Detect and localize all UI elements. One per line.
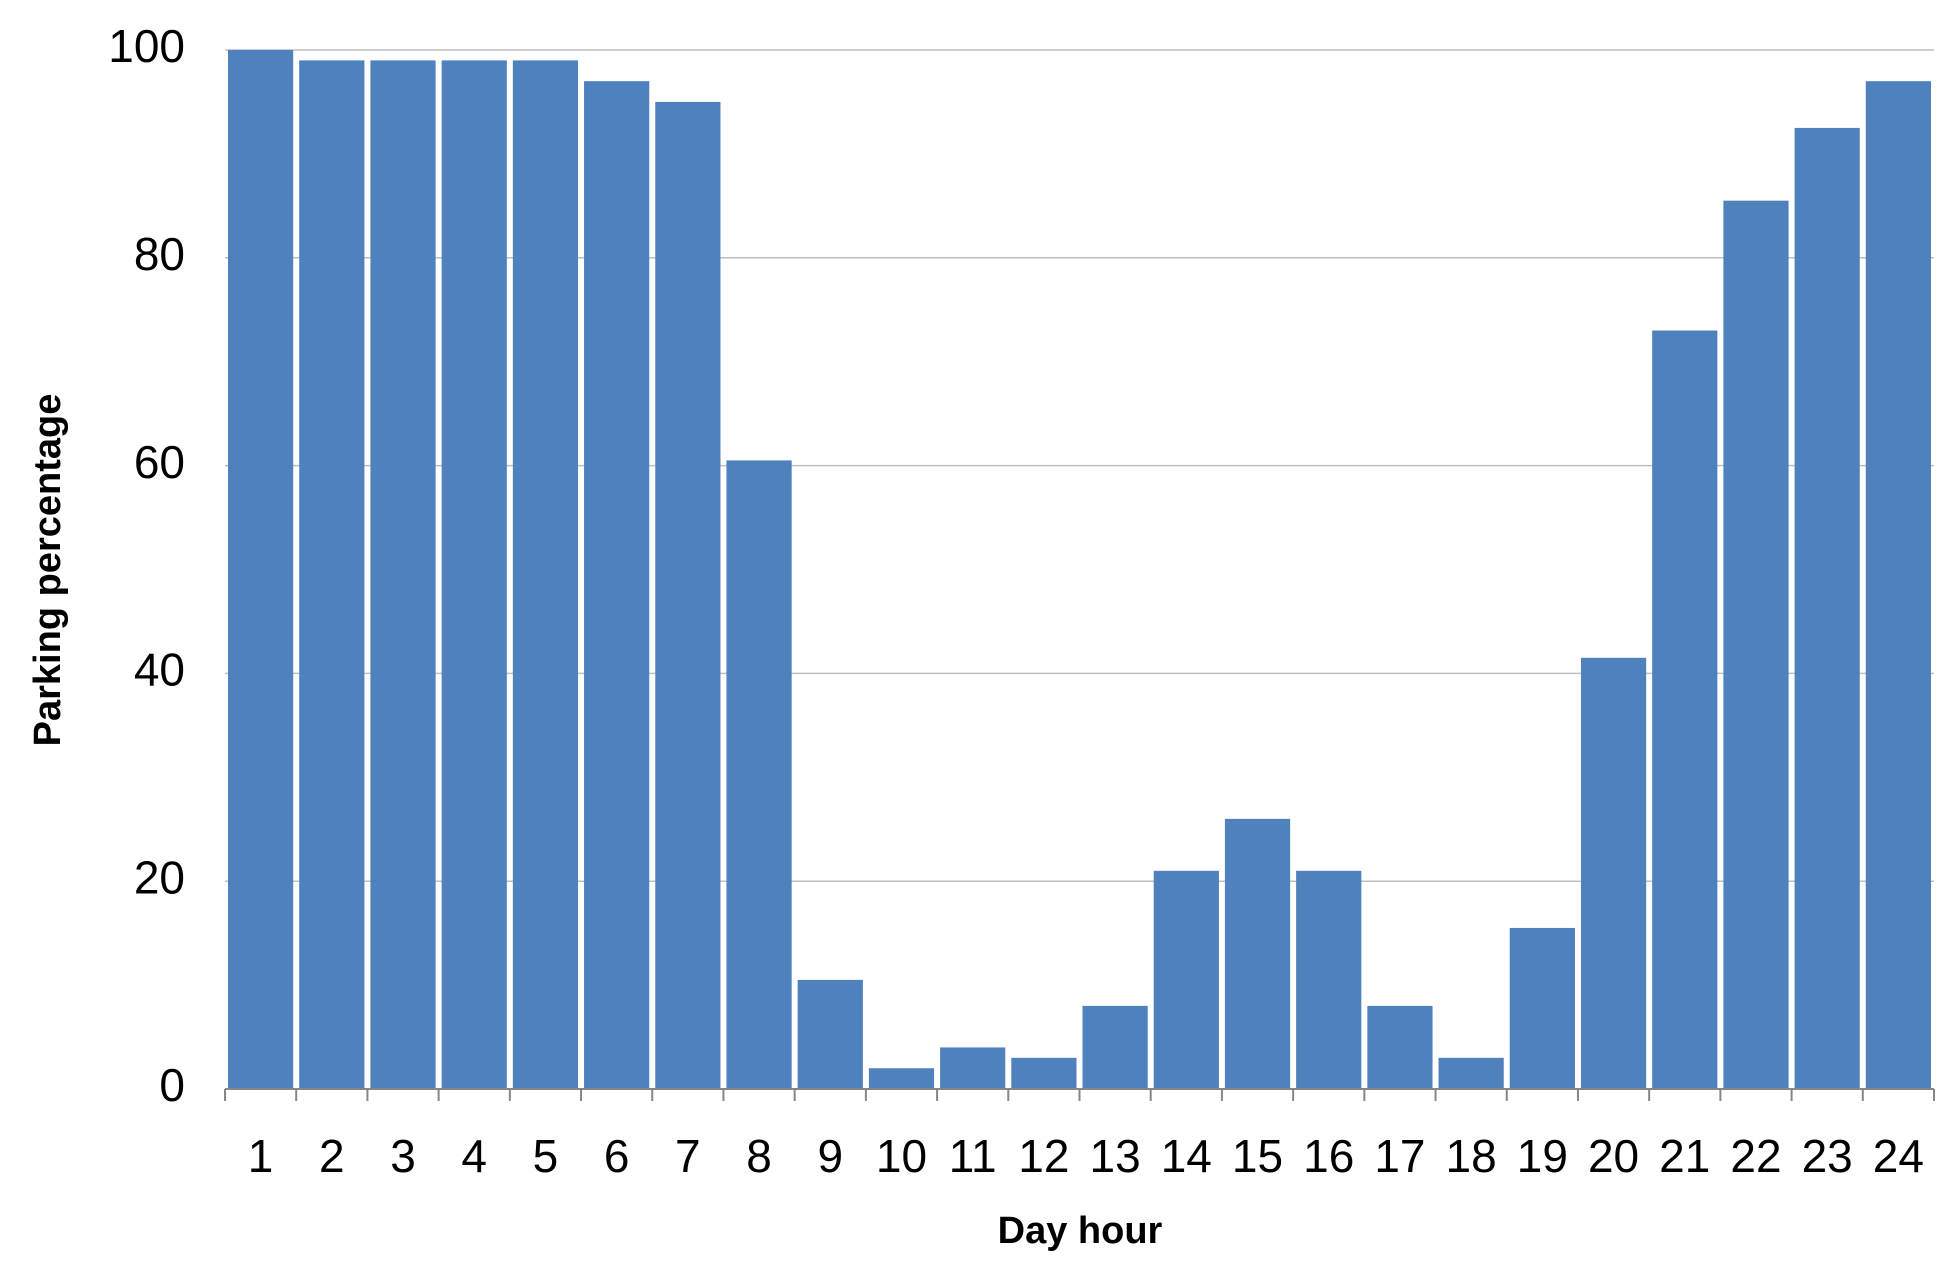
bar xyxy=(940,1047,1006,1089)
bar xyxy=(584,81,650,1090)
bar xyxy=(1509,927,1575,1089)
x-tick-label: 15 xyxy=(1232,1130,1283,1182)
x-tick-label: 8 xyxy=(746,1130,772,1182)
bar xyxy=(370,60,436,1089)
x-tick-label: 17 xyxy=(1374,1130,1425,1182)
bar xyxy=(1580,657,1647,1089)
x-tick-label: 7 xyxy=(675,1130,701,1182)
bar xyxy=(1865,81,1931,1090)
x-tick-label: 21 xyxy=(1659,1130,1710,1182)
x-tick-label: 10 xyxy=(876,1130,927,1182)
x-tick-label: 12 xyxy=(1018,1130,1069,1182)
x-tick-label: 18 xyxy=(1446,1130,1497,1182)
bar xyxy=(441,60,507,1089)
x-tick-label: 2 xyxy=(319,1130,345,1182)
x-axis-title: Day hour xyxy=(998,1210,1163,1252)
x-tick-label: 22 xyxy=(1730,1130,1781,1182)
y-tick-label: 40 xyxy=(134,644,185,696)
x-tick-label: 9 xyxy=(817,1130,843,1182)
bar xyxy=(1011,1057,1077,1089)
x-tick-label: 14 xyxy=(1161,1130,1212,1182)
x-tick-label: 16 xyxy=(1303,1130,1354,1182)
bar xyxy=(1082,1005,1148,1089)
bar xyxy=(726,460,792,1089)
bar xyxy=(1153,870,1219,1089)
x-tick-label: 20 xyxy=(1588,1130,1639,1182)
bar xyxy=(1794,127,1860,1090)
bar xyxy=(1652,330,1718,1089)
bar xyxy=(1296,870,1362,1089)
y-tick-label: 20 xyxy=(134,851,185,903)
x-tick-label: 11 xyxy=(949,1130,997,1182)
bar xyxy=(655,101,721,1089)
x-tick-label: 4 xyxy=(461,1130,487,1182)
bar xyxy=(1438,1057,1504,1089)
y-axis-title: Parking percentage xyxy=(27,394,69,747)
y-tick-label: 0 xyxy=(159,1059,185,1111)
x-tick-label: 24 xyxy=(1873,1130,1924,1182)
bar xyxy=(868,1068,935,1089)
bar xyxy=(1224,818,1291,1089)
x-tick-label: 1 xyxy=(248,1130,274,1182)
x-tick-label: 23 xyxy=(1802,1130,1853,1182)
x-tick-label: 13 xyxy=(1090,1130,1141,1182)
bar xyxy=(1367,1005,1433,1089)
x-tick-label: 6 xyxy=(604,1130,630,1182)
x-tick-label: 5 xyxy=(533,1130,559,1182)
x-tick-label: 19 xyxy=(1517,1130,1568,1182)
bar xyxy=(512,60,579,1089)
bar xyxy=(228,50,294,1089)
y-tick-label: 80 xyxy=(134,228,185,280)
x-tick-label: 3 xyxy=(390,1130,416,1182)
y-tick-label: 100 xyxy=(108,20,185,72)
bar xyxy=(797,979,863,1089)
bar xyxy=(1723,200,1789,1089)
y-tick-label: 60 xyxy=(134,436,185,488)
bar xyxy=(299,60,365,1089)
